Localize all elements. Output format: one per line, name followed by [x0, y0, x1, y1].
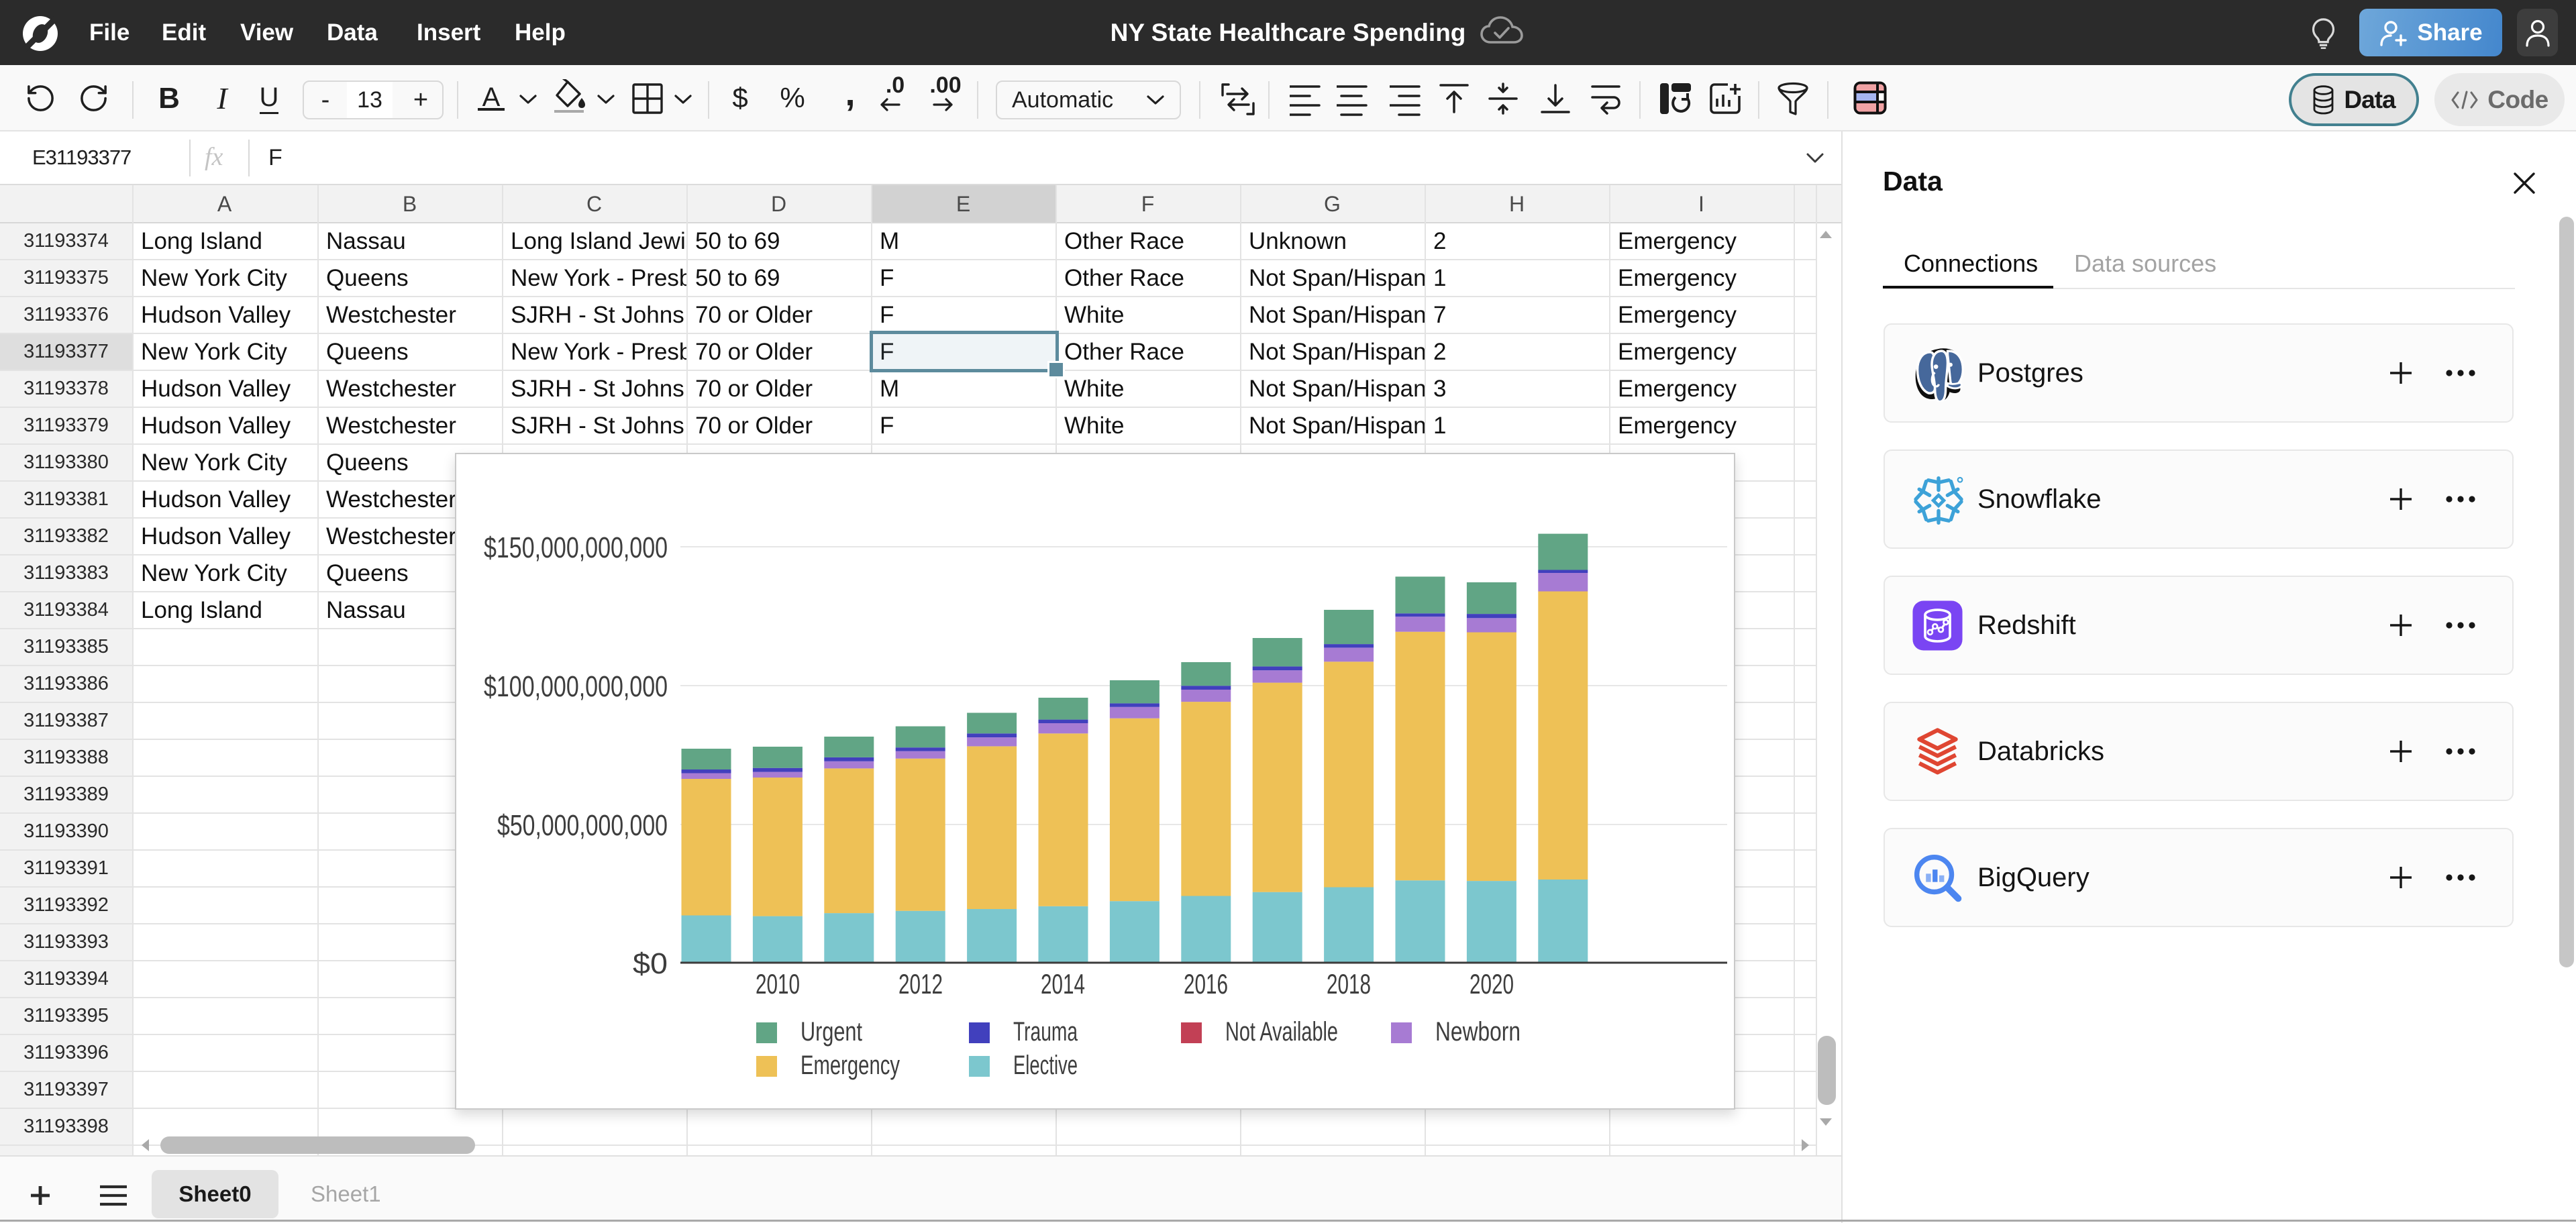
svg-text:$150,000,000,000: $150,000,000,000	[484, 531, 668, 564]
svg-text:Elective: Elective	[1013, 1051, 1078, 1080]
svg-text:$100,000,000,000: $100,000,000,000	[484, 670, 668, 703]
svg-text:Emergency: Emergency	[801, 1051, 900, 1080]
svg-text:Urgent: Urgent	[801, 1017, 862, 1047]
svg-text:2018: 2018	[1327, 968, 1371, 1000]
svg-text:2016: 2016	[1184, 968, 1228, 1000]
svg-text:2012: 2012	[898, 968, 943, 1000]
svg-text:Not Available: Not Available	[1225, 1017, 1338, 1047]
svg-text:Trauma: Trauma	[1013, 1017, 1078, 1047]
svg-text:$50,000,000,000: $50,000,000,000	[497, 809, 668, 842]
svg-text:2010: 2010	[756, 968, 800, 1000]
svg-text:2020: 2020	[1470, 968, 1514, 1000]
svg-text:Newborn: Newborn	[1435, 1017, 1521, 1047]
svg-text:2014: 2014	[1041, 968, 1085, 1000]
svg-text:$0: $0	[633, 947, 668, 980]
